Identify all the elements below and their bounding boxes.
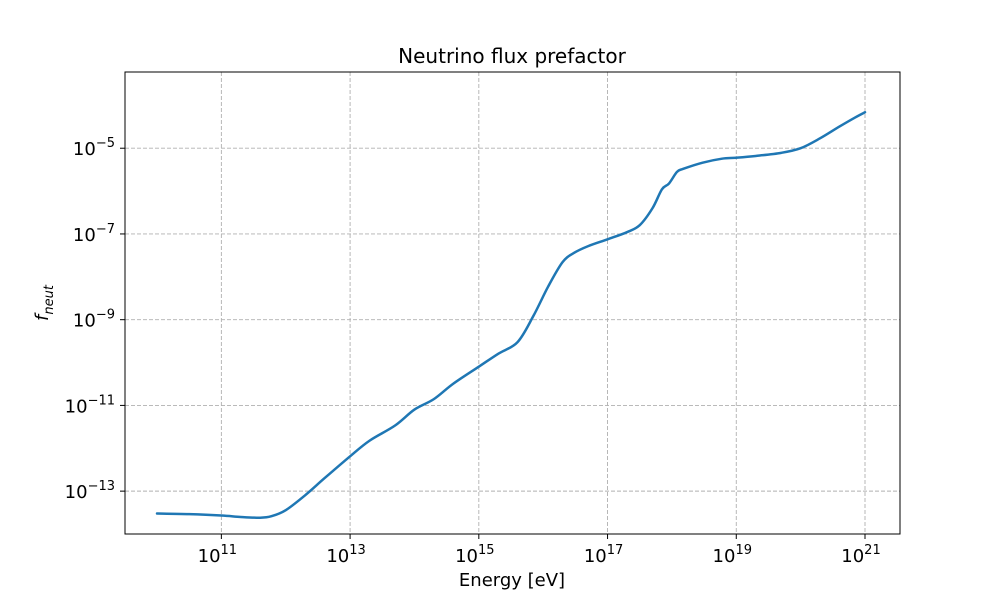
x-axis: 1011 1013 1015 1017 1019 1021 — [198, 534, 881, 567]
y-tick-label: 10−5 — [73, 136, 115, 160]
x-tick-label: 1017 — [584, 543, 623, 567]
x-tick-label: 1019 — [713, 543, 752, 567]
x-tick-label: 1013 — [326, 543, 365, 567]
y-tick-label: 10−13 — [65, 479, 115, 503]
x-tick-label: 1021 — [841, 543, 880, 567]
x-tick-label: 1011 — [198, 543, 237, 567]
y-tick-label: 10−7 — [73, 222, 115, 246]
y-axis-label-base: f — [32, 312, 53, 321]
chart-title: Neutrino flux prefactor — [398, 44, 626, 68]
series-line — [155, 111, 867, 519]
plot-frame — [124, 71, 901, 535]
y-axis: 10−13 10−11 10−9 10−7 10−5 — [65, 136, 125, 503]
x-axis-label: Energy [eV] — [459, 570, 565, 591]
y-tick-label: 10−11 — [65, 393, 115, 417]
y-axis-label-sub: neut — [42, 284, 57, 314]
y-axis-label: fneut — [32, 284, 57, 321]
y-tick-label: 10−9 — [73, 308, 115, 332]
x-tick-label: 1015 — [455, 543, 494, 567]
grid — [125, 72, 900, 534]
